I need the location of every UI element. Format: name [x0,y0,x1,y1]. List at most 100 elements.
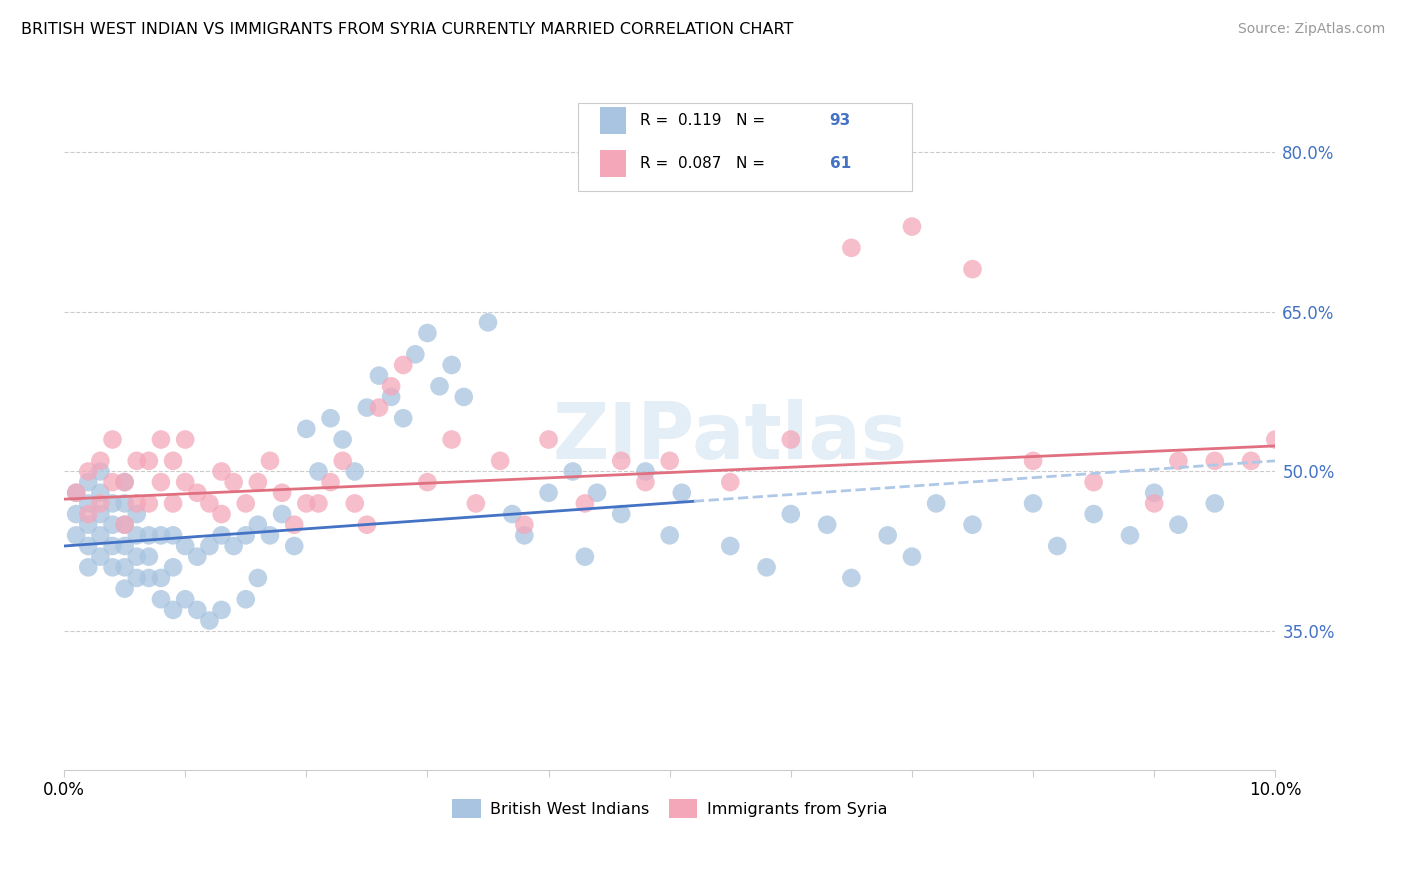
Point [453,390,475,404]
Point [77,507,100,521]
Point [65,528,87,542]
Point [295,496,318,510]
Point [138,496,160,510]
Point [138,528,160,542]
Point [77,560,100,574]
Point [246,517,269,532]
Point [718,475,741,489]
Point [125,549,148,564]
Point [429,379,451,393]
Point [125,507,148,521]
Point [1046,539,1069,553]
Point [489,454,512,468]
Point [246,475,269,489]
Point [815,517,838,532]
Point [319,411,342,425]
Point [332,454,354,468]
Point [477,315,499,329]
Point [162,496,184,510]
Point [901,219,924,234]
Point [174,433,197,447]
Point [271,507,294,521]
Point [658,454,681,468]
Point [779,507,801,521]
Point [779,433,801,447]
Point [138,549,160,564]
Point [332,433,354,447]
Point [65,507,87,521]
Point [295,422,318,436]
Point [610,507,633,521]
Point [174,475,197,489]
Point [343,465,366,479]
Point [114,582,136,596]
Point [307,465,329,479]
Point [658,528,681,542]
Point [610,454,633,468]
Point [440,358,463,372]
Point [89,549,111,564]
Point [1022,454,1045,468]
Point [211,465,233,479]
Point [634,475,657,489]
Point [138,454,160,468]
Point [356,517,378,532]
Point [392,358,415,372]
Point [1264,433,1286,447]
Point [198,496,221,510]
Point [1119,528,1142,542]
Point [101,560,124,574]
Point [114,560,136,574]
Point [841,241,863,255]
Point [513,528,536,542]
Point [1204,454,1226,468]
Point [319,475,342,489]
Point [343,496,366,510]
Point [174,592,197,607]
Point [89,528,111,542]
Point [1167,454,1189,468]
Point [1167,517,1189,532]
Point [89,465,111,479]
Point [89,454,111,468]
Point [755,560,778,574]
Legend: British West Indians, Immigrants from Syria: British West Indians, Immigrants from Sy… [446,793,894,824]
Point [125,454,148,468]
Point [1240,454,1263,468]
Text: 93: 93 [830,113,851,128]
Point [89,507,111,521]
Point [186,603,208,617]
Point [235,592,257,607]
Point [962,517,984,532]
Point [114,475,136,489]
Point [246,571,269,585]
Point [125,571,148,585]
Point [174,539,197,553]
Point [368,368,391,383]
Point [114,496,136,510]
Point [307,496,329,510]
Point [718,539,741,553]
Point [271,485,294,500]
Point [356,401,378,415]
Point [901,549,924,564]
Point [138,571,160,585]
Point [186,485,208,500]
Text: Source: ZipAtlas.com: Source: ZipAtlas.com [1237,22,1385,37]
Point [65,485,87,500]
Point [211,528,233,542]
Point [1143,485,1166,500]
Text: 61: 61 [830,156,851,170]
Point [101,539,124,553]
Point [77,475,100,489]
Point [198,614,221,628]
Point [114,517,136,532]
Point [876,528,898,542]
Point [125,528,148,542]
Point [537,433,560,447]
Point [186,549,208,564]
Point [89,496,111,510]
Y-axis label: Currently Married: Currently Married [0,357,7,491]
Text: R =  0.087   N =: R = 0.087 N = [640,156,769,170]
Point [501,507,523,521]
